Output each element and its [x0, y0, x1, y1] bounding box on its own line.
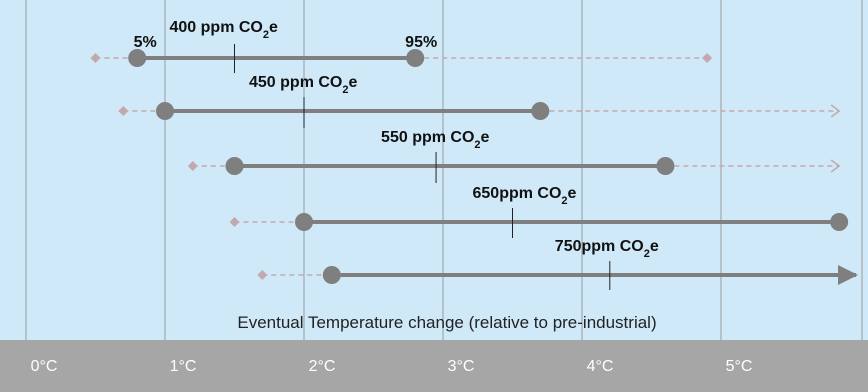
tail-low-diamond-2 [187, 161, 198, 171]
percentile-5-label: 5% [134, 34, 157, 51]
range-row-0: 400 ppm CO2e [90, 19, 713, 73]
series-label-0: 400 ppm CO2e [170, 19, 278, 41]
series-label-3: 650ppm CO2e [473, 185, 577, 207]
series-label-1: 450 ppm CO2e [249, 74, 357, 96]
p95-marker-0 [406, 49, 425, 67]
x-tick-label-3: 3°C [448, 358, 475, 375]
range-row-4: 750ppm CO2e [257, 238, 858, 290]
plot-background [0, 0, 868, 340]
x-tick-label-1: 1°C [170, 358, 197, 375]
x-axis-title: Eventual Temperature change (relative to… [237, 313, 656, 332]
p5-marker-2 [225, 157, 244, 175]
p5-marker-1 [156, 102, 174, 120]
tail-high-arrow-1 [830, 104, 841, 118]
x-tick-labels: 0°C 1°C 2°C 3°C 4°C 5°C [31, 358, 753, 375]
range-row-3: 650ppm CO2e [229, 185, 849, 238]
p95-marker-2 [656, 157, 675, 175]
p95-marker-1 [531, 102, 550, 120]
tail-high-diamond-0 [702, 53, 713, 63]
x-tick-label-4: 4°C [587, 358, 614, 375]
p5-marker-4 [322, 266, 341, 284]
x-axis-band [0, 340, 868, 392]
x-tick-label-2: 2°C [309, 358, 336, 375]
range-row-2: 550 ppm CO2e [187, 129, 841, 183]
series-label-2: 550 ppm CO2e [381, 129, 489, 151]
percentile-95-label: 95% [405, 34, 437, 51]
range-row-1: 450 ppm CO2e [118, 74, 841, 128]
tail-low-diamond-4 [257, 270, 268, 280]
tail-high-arrow-2 [830, 159, 841, 173]
range-series: 400 ppm CO2e 450 ppm CO2e 550 ppm CO2e 650p… [90, 19, 858, 290]
p95-marker-3 [830, 213, 849, 231]
tail-low-diamond-0 [90, 53, 101, 63]
x-tick-label-5: 5°C [726, 358, 753, 375]
p5-marker-3 [295, 213, 313, 231]
tail-low-diamond-1 [118, 106, 129, 116]
p5-marker-0 [128, 49, 147, 67]
tail-low-diamond-3 [229, 217, 240, 227]
series-label-4: 750ppm CO2e [555, 238, 659, 260]
x-tick-label-0: 0°C [31, 358, 58, 375]
